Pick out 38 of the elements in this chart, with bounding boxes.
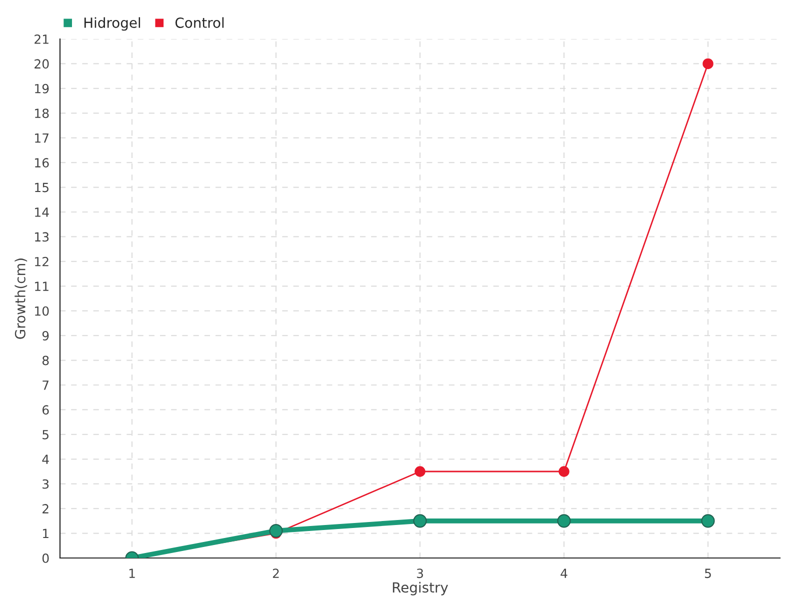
y-tick-label: 12 xyxy=(35,256,48,266)
y-tick-label: 17 xyxy=(35,133,49,143)
point xyxy=(269,524,283,538)
y-tick-label: 2 xyxy=(42,504,48,514)
y-tick-label: 18 xyxy=(35,108,49,118)
y-tick-label: 3 xyxy=(42,479,49,489)
point xyxy=(558,466,570,477)
y-tick-label: 19 xyxy=(35,84,49,94)
y-tick-label: 11 xyxy=(35,282,48,291)
y-tick-label: 8 xyxy=(42,356,49,366)
point xyxy=(701,514,715,528)
point xyxy=(702,58,714,70)
point xyxy=(557,514,571,528)
point xyxy=(414,466,426,477)
y-tick-label: 0 xyxy=(42,553,49,563)
x-tick-label: 5 xyxy=(704,568,711,578)
x-tick-label: 2 xyxy=(272,568,279,578)
y-axis-title: Growth(cm) xyxy=(14,258,28,339)
y-tick-label: 13 xyxy=(35,232,49,242)
y-tick-label: 10 xyxy=(35,306,49,316)
y-tick-label: 6 xyxy=(42,405,49,415)
y-tick-label: 16 xyxy=(35,158,49,168)
x-axis-title: Registry xyxy=(392,582,448,596)
point xyxy=(413,514,427,528)
y-tick-label: 5 xyxy=(42,430,48,440)
legend-label: Control xyxy=(175,17,224,28)
legend-label: Hidrogel xyxy=(84,17,140,31)
y-tick-label: 21 xyxy=(34,34,48,44)
x-tick-label: 3 xyxy=(416,568,423,578)
y-tick-label: 20 xyxy=(34,59,49,69)
y-tick-label: 4 xyxy=(42,454,49,464)
y-tick-label: 15 xyxy=(35,182,48,192)
y-tick-label: 1 xyxy=(43,528,48,538)
x-tick-label: 1 xyxy=(129,568,135,578)
y-tick-label: 14 xyxy=(35,208,49,217)
y-tick-label: 9 xyxy=(42,331,49,340)
x-tick-label: 4 xyxy=(560,568,568,578)
y-tick-label: 7 xyxy=(42,380,49,390)
